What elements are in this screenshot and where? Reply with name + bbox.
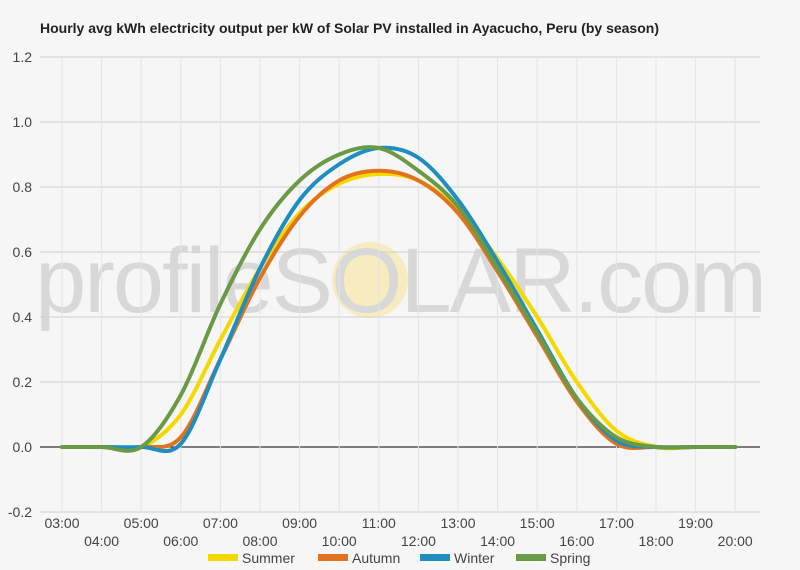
x-tick-label: 08:00 (242, 533, 277, 549)
legend-swatch (318, 554, 348, 561)
legend-swatch (420, 554, 450, 561)
x-tick-label: 18:00 (638, 533, 673, 549)
legend-swatch (516, 554, 546, 561)
series-line-spring (60, 145, 738, 453)
x-tick-label: 03:00 (44, 515, 79, 531)
x-tick-label: 16:00 (559, 533, 594, 549)
x-tick-label: 12:00 (401, 533, 436, 549)
x-tick-label: 20:00 (718, 533, 753, 549)
x-tick-label: 19:00 (678, 515, 713, 531)
series-lines (60, 145, 738, 454)
y-tick-label: 0.2 (13, 374, 33, 390)
y-tick-label: 0.4 (13, 309, 33, 325)
legend-label: Summer (242, 550, 295, 566)
y-tick-label: -0.2 (8, 504, 32, 520)
y-axis-ticks: -0.2 0.0 0.2 0.4 0.6 0.8 1.0 1.2 (8, 49, 32, 520)
x-tick-label: 06:00 (163, 533, 198, 549)
legend-swatch (208, 554, 238, 561)
watermark-text: profileSOLAR.com (35, 230, 765, 332)
x-tick-label: 07:00 (203, 515, 238, 531)
chart-title: Hourly avg kWh electricity output per kW… (40, 20, 659, 36)
x-tick-label: 04:00 (84, 533, 119, 549)
watermark-sun (332, 242, 408, 318)
x-tick-label: 17:00 (599, 515, 634, 531)
y-tick-label: 1.0 (13, 114, 33, 130)
y-tick-label: 0.0 (13, 439, 33, 455)
watermark: profileSOLAR.com (35, 230, 767, 332)
x-tick-label: 09:00 (282, 515, 317, 531)
x-tick-label: 10:00 (322, 533, 357, 549)
series-line-autumn (60, 168, 738, 451)
legend-item-spring[interactable]: Spring (516, 550, 590, 566)
x-tick-label: 11:00 (362, 515, 396, 531)
x-tick-label: 13:00 (440, 515, 475, 531)
legend: Summer Autumn Winter Spring (208, 550, 590, 566)
y-tick-label: 0.8 (13, 179, 33, 195)
gridlines (40, 56, 760, 513)
series-line-winter (60, 145, 738, 454)
x-tick-label: 15:00 (520, 515, 555, 531)
legend-label: Winter (454, 550, 495, 566)
y-tick-label: 0.6 (13, 244, 33, 260)
x-tick-label: 05:00 (124, 515, 159, 531)
legend-item-autumn[interactable]: Autumn (318, 550, 400, 566)
legend-label: Spring (550, 550, 590, 566)
series-line-summer (60, 171, 738, 452)
legend-item-winter[interactable]: Winter (420, 550, 495, 566)
y-tick-label: 1.2 (13, 49, 33, 65)
legend-label: Autumn (352, 550, 400, 566)
legend-item-summer[interactable]: Summer (208, 550, 295, 566)
x-tick-label: 14:00 (480, 533, 515, 549)
